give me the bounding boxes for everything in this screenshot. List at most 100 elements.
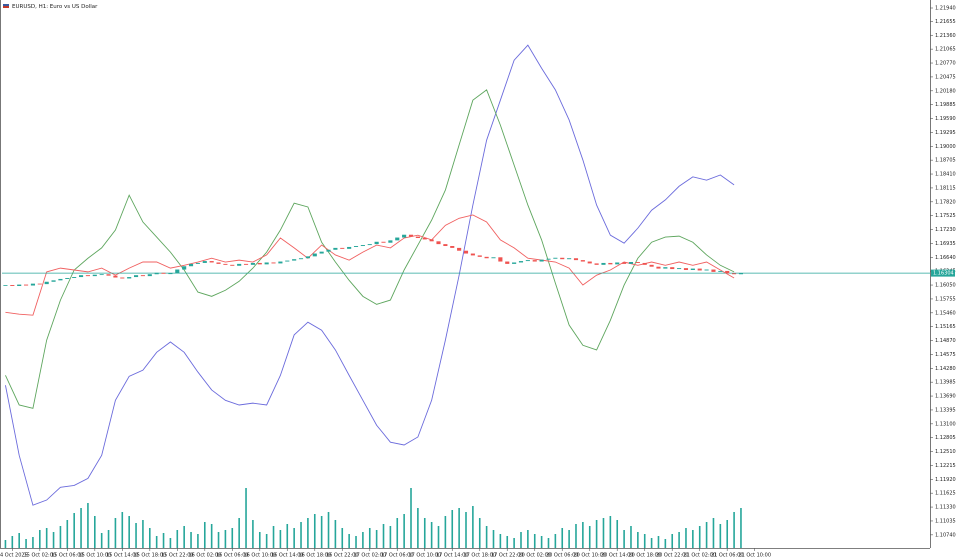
volume-bar <box>39 530 41 548</box>
volume-bar <box>533 534 536 548</box>
volume-bar <box>142 520 144 548</box>
y-tick-label: 1.20475 <box>935 74 956 80</box>
x-tick-label: 17 Oct 18:00 <box>463 553 496 559</box>
candle-body <box>587 261 592 264</box>
candle-body <box>264 262 269 265</box>
volume-bar <box>210 524 213 548</box>
y-tick-label: 1.11625 <box>935 491 956 497</box>
candle-body <box>670 267 675 270</box>
candle-body <box>649 264 654 267</box>
x-tick-label: 16 Oct 22:00 <box>326 553 359 559</box>
x-tick-label: 15 Oct 02:00 <box>24 553 57 559</box>
x-tick-label: 21 Oct 06:00 <box>711 553 744 559</box>
x-tick-label: 17 Oct 10:00 <box>408 553 441 559</box>
candle-body <box>367 244 372 246</box>
volume-bar <box>162 533 165 548</box>
volume-bar <box>588 526 591 548</box>
candle-body <box>388 240 393 243</box>
y-tick-label: 1.18705 <box>935 158 956 164</box>
volume-bar <box>231 528 234 548</box>
volume-bar <box>609 516 612 548</box>
volume-bar <box>692 530 694 548</box>
volume-bar <box>45 528 48 548</box>
volume-bar <box>59 526 62 548</box>
candle-body <box>738 273 744 275</box>
volume-bar <box>176 530 179 548</box>
volume-bar <box>430 522 433 548</box>
volume-bar <box>362 532 364 548</box>
candle-body <box>99 274 104 276</box>
volume-bar <box>671 534 674 548</box>
volume-bar <box>245 488 247 548</box>
x-tick-label: 17 Oct 06:00 <box>381 553 414 559</box>
candle-body <box>44 281 49 285</box>
candle-body <box>17 284 22 286</box>
volume-bar <box>238 518 240 548</box>
candle-body <box>353 246 359 247</box>
y-tick-label: 1.16935 <box>935 241 956 247</box>
y-tick-label: 1.12510 <box>935 449 956 455</box>
candle-body <box>718 270 723 272</box>
y-tick-label: 1.20770 <box>935 61 956 67</box>
volume-bar <box>465 512 467 548</box>
volume-bar <box>616 520 619 548</box>
volume-bar <box>128 516 130 548</box>
volume-bar <box>602 518 605 548</box>
volume-bar <box>712 518 715 548</box>
volume-bar <box>341 528 344 548</box>
candle-body <box>711 269 716 272</box>
y-tick-label: 1.11330 <box>935 505 956 511</box>
candle-body <box>395 237 400 241</box>
volume-bar <box>258 532 261 548</box>
volume-bar <box>4 540 7 548</box>
volume-bar <box>568 530 570 548</box>
candle-body <box>127 277 132 279</box>
y-tick-label: 1.11035 <box>935 518 956 524</box>
volume-bar <box>183 526 185 548</box>
y-tick-label: 1.17525 <box>935 213 956 219</box>
volume-bar <box>190 532 192 548</box>
candle-body <box>65 277 70 279</box>
y-tick-label: 1.13690 <box>935 394 956 400</box>
y-tick-label: 1.14280 <box>935 366 956 372</box>
volume-bar <box>492 530 495 548</box>
volume-bar <box>148 528 151 548</box>
candle-body <box>539 259 544 262</box>
volume-bar <box>368 528 371 548</box>
volume-bar <box>155 536 158 548</box>
candle-body <box>491 257 496 259</box>
candle-body <box>195 262 200 264</box>
indicator-line <box>4 44 735 506</box>
volume-bar <box>11 536 14 548</box>
x-tick-label: 17 Oct 14:00 <box>436 553 469 559</box>
candle-body <box>51 280 56 282</box>
y-tick-label: 1.18410 <box>935 172 956 178</box>
volume-bar <box>348 534 350 548</box>
x-tick-label: 20 Oct 22:00 <box>656 553 689 559</box>
candle-body <box>230 264 235 266</box>
volume-bar <box>279 530 282 548</box>
x-tick-label: 20 Oct 06:00 <box>546 553 579 559</box>
volume-bar <box>540 536 543 548</box>
volume-bar <box>272 526 275 548</box>
volume-bar <box>203 522 206 548</box>
candle-body <box>202 261 207 263</box>
candle-body <box>677 268 682 270</box>
volume-bar <box>437 526 440 548</box>
volume-bar <box>334 520 337 548</box>
candle-body <box>560 257 565 260</box>
y-tick-label: 1.15165 <box>935 324 956 330</box>
x-tick-label: 16 Oct 02:00 <box>188 553 221 559</box>
candle-body <box>168 273 173 275</box>
candle-body <box>725 270 730 274</box>
volume-bar <box>100 533 103 548</box>
candle-body <box>546 258 551 260</box>
current-price-box <box>931 269 955 277</box>
y-tick-label: 1.21360 <box>935 33 956 39</box>
volume-bar <box>265 534 268 548</box>
candle-body <box>622 262 627 264</box>
volume-bar <box>719 524 722 548</box>
y-tick-label: 1.10740 <box>935 532 956 538</box>
y-tick-label: 1.19885 <box>935 102 956 108</box>
